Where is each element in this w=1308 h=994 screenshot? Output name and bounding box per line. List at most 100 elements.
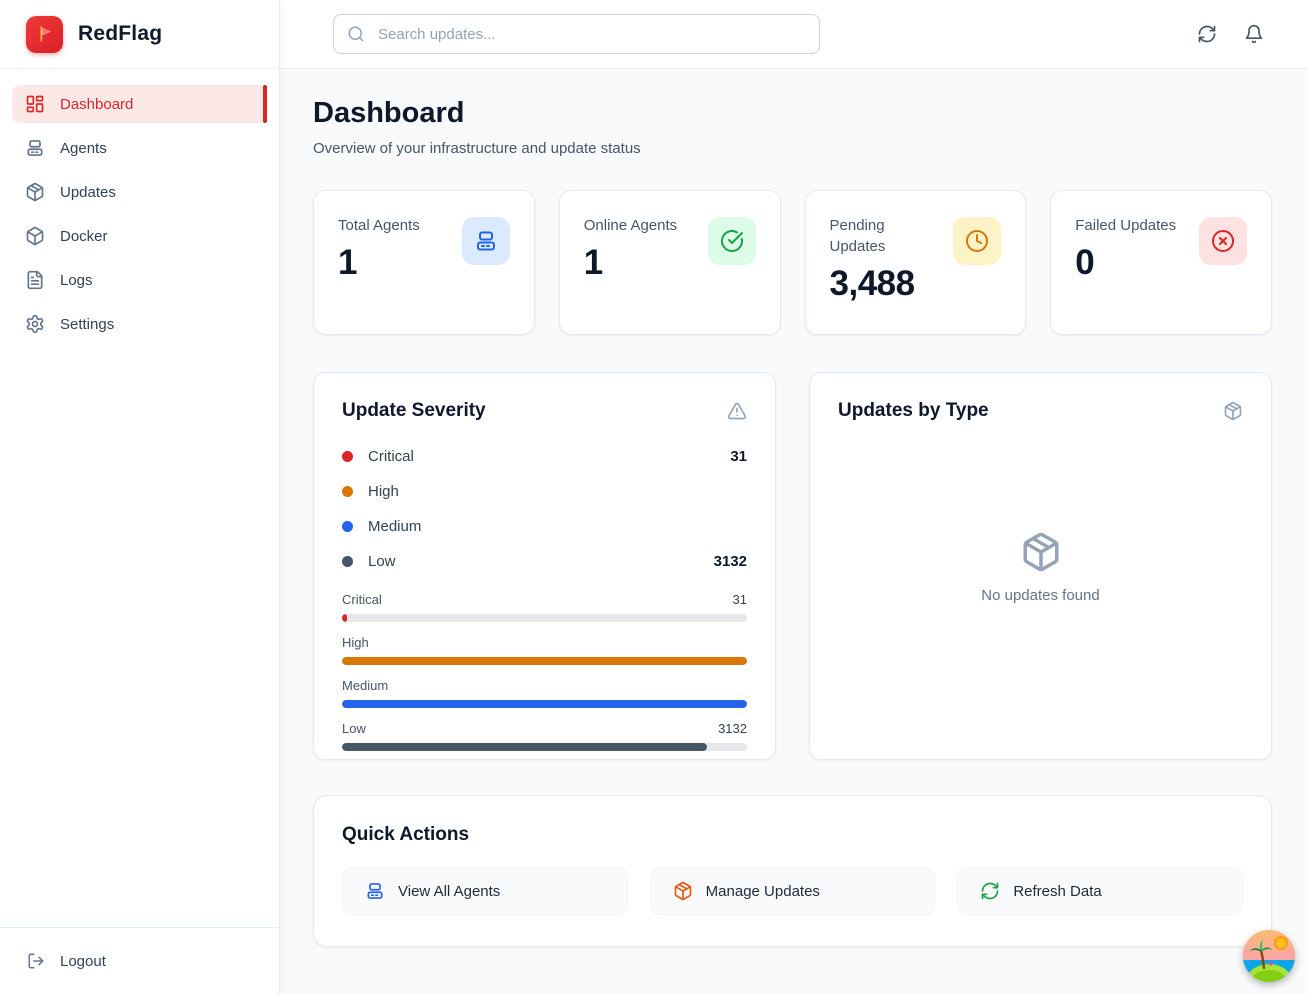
stat-tile [707, 217, 756, 265]
view-all-agents-button[interactable]: View All Agents [342, 867, 628, 915]
stats-grid: Total Agents 1 Online Agents 1 [313, 190, 1272, 335]
panel-title: Updates by Type [838, 400, 989, 421]
severity-bar-fill [342, 614, 347, 622]
stat-tile [461, 217, 510, 265]
check-circle-icon [720, 229, 744, 253]
sidebar-item-label: Logs [60, 271, 93, 289]
sidebar-item-logs[interactable]: Logs [12, 261, 267, 299]
search-input[interactable] [376, 24, 806, 44]
bar-label: Medium [342, 678, 389, 693]
island-badge-button[interactable] [1243, 930, 1295, 982]
button-label: Refresh Data [1013, 882, 1102, 900]
button-label: Manage Updates [705, 882, 820, 900]
server-icon [25, 138, 45, 158]
stat-card-total-agents: Total Agents 1 [313, 190, 535, 335]
sidebar-item-label: Docker [60, 227, 108, 245]
empty-state: No updates found [838, 402, 1243, 732]
updates-by-type-panel: Updates by Type No updates found [809, 372, 1272, 760]
severity-bars: Critical 31 High [342, 579, 747, 751]
stat-card-pending-updates: Pending Updates 3,488 [804, 190, 1027, 335]
legend-dot [342, 521, 353, 532]
main-area: Dashboard Overview of your infrastructur… [280, 0, 1308, 994]
refresh-icon [980, 881, 1000, 901]
sidebar-footer: Logout [0, 927, 279, 994]
empty-state-text: No updates found [981, 586, 1100, 604]
notifications-button[interactable] [1244, 24, 1264, 44]
bar-track [342, 657, 747, 665]
stat-label: Failed Updates [1075, 217, 1177, 234]
bar-value: 3132 [718, 721, 747, 736]
bar-label: Critical [342, 592, 382, 607]
sidebar-item-label: Dashboard [60, 95, 134, 113]
severity-legend: Critical 31 High Medium [342, 439, 747, 579]
stat-tile [953, 217, 1002, 265]
gear-icon [25, 314, 45, 334]
sidebar-item-label: Agents [60, 139, 107, 157]
bell-icon [1244, 24, 1264, 44]
bar-value: 31 [732, 592, 747, 607]
sidebar-item-updates[interactable]: Updates [12, 173, 267, 211]
stat-value: 1 [338, 243, 357, 282]
legend-dot [342, 451, 353, 462]
clock-icon [965, 229, 989, 253]
legend-label: High [368, 483, 399, 500]
sidebar-item-settings[interactable]: Settings [12, 305, 267, 343]
quick-actions-row: View All Agents Manage Updates Refresh D… [342, 867, 1244, 915]
sidebar-item-dashboard[interactable]: Dashboard [12, 85, 267, 123]
stat-value: 3,488 [829, 264, 916, 303]
stat-card-online-agents: Online Agents 1 [558, 190, 781, 335]
page-title: Dashboard [313, 97, 465, 129]
bar-track [342, 614, 747, 622]
panel-title: Update Severity [342, 400, 486, 421]
refresh-data-button[interactable]: Refresh Data [957, 867, 1244, 915]
sidebar-item-docker[interactable]: Docker [12, 217, 267, 255]
server-icon [365, 881, 385, 901]
legend-dot [342, 556, 353, 567]
package-icon [1223, 401, 1243, 421]
manage-updates-button[interactable]: Manage Updates [649, 867, 936, 915]
button-label: View All Agents [398, 882, 501, 900]
page-subtitle: Overview of your infrastructure and upda… [313, 140, 641, 157]
package-icon [1020, 531, 1062, 573]
panel-header: Update Severity [342, 400, 747, 422]
stat-value: 1 [583, 243, 603, 282]
bar-group-high: High [342, 635, 747, 665]
topbar [280, 0, 1308, 69]
legend-value: 3132 [713, 553, 747, 570]
search-icon [347, 25, 365, 43]
quick-actions-title: Quick Actions [342, 824, 470, 845]
refresh-button[interactable] [1197, 24, 1217, 44]
charts-row: Update Severity Critical 31 High [313, 372, 1272, 760]
legend-label: Low [368, 553, 396, 570]
x-circle-icon [1211, 229, 1235, 253]
sidebar-item-label: Updates [60, 183, 116, 201]
bar-track [342, 700, 747, 708]
stat-label: Total Agents [338, 217, 420, 234]
dashboard-content: Dashboard Overview of your infrastructur… [280, 69, 1308, 994]
logout-label: Logout [60, 952, 106, 970]
bar-track [342, 743, 747, 751]
brand-header: RedFlag [0, 0, 279, 69]
package-icon [673, 881, 693, 901]
stat-label: Pending Updates [829, 217, 886, 255]
refresh-icon [1197, 24, 1217, 44]
redflag-logo-icon [26, 15, 63, 53]
file-text-icon [25, 270, 45, 290]
bar-label: Low [342, 721, 366, 736]
logout-icon [27, 952, 45, 970]
logout-button[interactable]: Logout [27, 952, 106, 970]
box-icon [25, 226, 45, 246]
search-box[interactable] [333, 14, 820, 54]
stat-value: 0 [1075, 243, 1095, 282]
topbar-actions [1197, 24, 1264, 44]
sidebar-item-agents[interactable]: Agents [12, 129, 267, 167]
alert-triangle-icon [727, 401, 747, 421]
stat-label: Online Agents [583, 217, 678, 234]
bar-group-medium: Medium [342, 678, 747, 708]
bar-group-critical: Critical 31 [342, 592, 747, 622]
severity-bar-fill [342, 743, 707, 751]
tropical-island-icon [1243, 930, 1295, 982]
legend-label: Critical [368, 448, 414, 465]
server-icon [474, 229, 498, 253]
